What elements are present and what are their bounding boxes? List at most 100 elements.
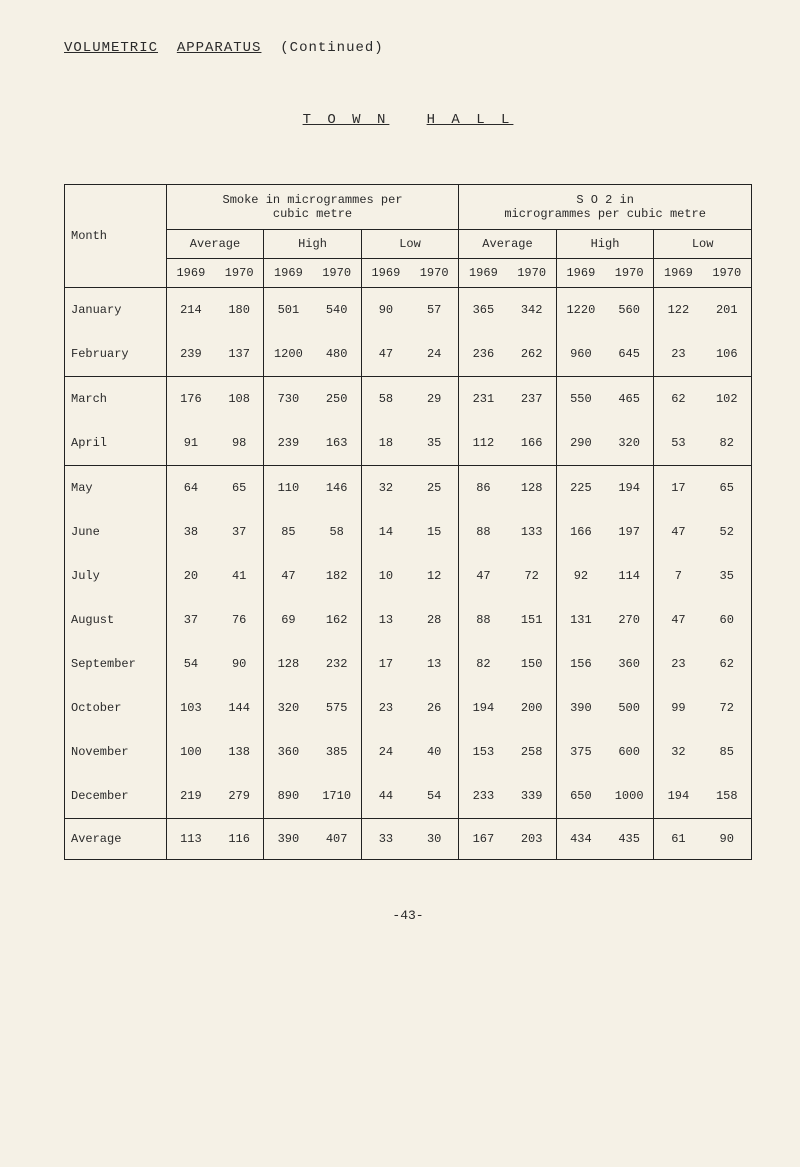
- row-month: May: [65, 466, 167, 511]
- cell: 110: [264, 466, 313, 511]
- yr: 1969: [361, 259, 410, 288]
- cell: 113: [166, 819, 215, 860]
- cell: 203: [508, 819, 557, 860]
- cell: 35: [703, 554, 752, 598]
- row-month: November: [65, 730, 167, 774]
- cell: 25: [410, 466, 459, 511]
- cell: 57: [410, 288, 459, 333]
- table-row: March176108730250582923123755046562102: [65, 377, 752, 422]
- yr: 1970: [215, 259, 264, 288]
- cell: 17: [361, 642, 410, 686]
- yr: 1970: [605, 259, 654, 288]
- cell: 82: [459, 642, 508, 686]
- cell: 176: [166, 377, 215, 422]
- cell: 730: [264, 377, 313, 422]
- table-row: January214180501540905736534212205601222…: [65, 288, 752, 333]
- row-month: June: [65, 510, 167, 554]
- cell: 194: [654, 774, 703, 819]
- cell: 72: [508, 554, 557, 598]
- cell: 88: [459, 598, 508, 642]
- cell: 54: [166, 642, 215, 686]
- cell: 270: [605, 598, 654, 642]
- cell: 262: [508, 332, 557, 377]
- cell: 600: [605, 730, 654, 774]
- section-title: T O W N H A L L: [64, 112, 752, 128]
- cell: 100: [166, 730, 215, 774]
- title-part-a: VOLUMETRIC: [64, 40, 158, 56]
- col-month: Month: [65, 185, 167, 288]
- cell: 385: [313, 730, 362, 774]
- cell: 62: [703, 642, 752, 686]
- table-row: February23913712004804724236262960645231…: [65, 332, 752, 377]
- page-number: -43-: [64, 908, 752, 923]
- cell: 23: [654, 332, 703, 377]
- col-low-l: Low: [361, 230, 459, 259]
- row-month: March: [65, 377, 167, 422]
- cell: 540: [313, 288, 362, 333]
- cell: 33: [361, 819, 410, 860]
- yr: 1970: [410, 259, 459, 288]
- cell: 69: [264, 598, 313, 642]
- cell: 112: [459, 421, 508, 466]
- cell: 290: [556, 421, 605, 466]
- table-row: May64651101463225861282251941765: [65, 466, 752, 511]
- cell: 40: [410, 730, 459, 774]
- col-avg-r: Average: [459, 230, 557, 259]
- cell: 44: [361, 774, 410, 819]
- cell: 26: [410, 686, 459, 730]
- row-month: September: [65, 642, 167, 686]
- cell: 14: [361, 510, 410, 554]
- table-row: August3776691621328881511312704760: [65, 598, 752, 642]
- cell: 32: [654, 730, 703, 774]
- table-row: September54901282321713821501563602362: [65, 642, 752, 686]
- col-low-r: Low: [654, 230, 752, 259]
- cell: 500: [605, 686, 654, 730]
- cell: 153: [459, 730, 508, 774]
- section-title-b: H A L L: [427, 112, 514, 128]
- row-month: January: [65, 288, 167, 333]
- cell: 35: [410, 421, 459, 466]
- cell: 76: [215, 598, 264, 642]
- cell: 38: [166, 510, 215, 554]
- cell: 90: [703, 819, 752, 860]
- table-row: December21927989017104454233339650100019…: [65, 774, 752, 819]
- cell: 47: [654, 510, 703, 554]
- cell: 435: [605, 819, 654, 860]
- cell: 258: [508, 730, 557, 774]
- cell: 365: [459, 288, 508, 333]
- cell: 162: [313, 598, 362, 642]
- cell: 52: [703, 510, 752, 554]
- cell: 85: [264, 510, 313, 554]
- cell: 407: [313, 819, 362, 860]
- cell: 98: [215, 421, 264, 466]
- cell: 339: [508, 774, 557, 819]
- cell: 7: [654, 554, 703, 598]
- cell: 65: [703, 466, 752, 511]
- cell: 72: [703, 686, 752, 730]
- cell: 13: [410, 642, 459, 686]
- cell: 91: [166, 421, 215, 466]
- row-month: December: [65, 774, 167, 819]
- cell: 23: [654, 642, 703, 686]
- cell: 32: [361, 466, 410, 511]
- col-high-r: High: [556, 230, 654, 259]
- cell: 434: [556, 819, 605, 860]
- cell: 29: [410, 377, 459, 422]
- table-row: November10013836038524401532583756003285: [65, 730, 752, 774]
- cell: 650: [556, 774, 605, 819]
- cell: 182: [313, 554, 362, 598]
- cell: 194: [459, 686, 508, 730]
- cell: 62: [654, 377, 703, 422]
- table-row: July2041471821012477292114735: [65, 554, 752, 598]
- cell: 122: [654, 288, 703, 333]
- cell: 28: [410, 598, 459, 642]
- cell: 197: [605, 510, 654, 554]
- cell: 144: [215, 686, 264, 730]
- col-avg-l: Average: [166, 230, 264, 259]
- cell: 131: [556, 598, 605, 642]
- cell: 960: [556, 332, 605, 377]
- cell: 225: [556, 466, 605, 511]
- cell: 138: [215, 730, 264, 774]
- yr: 1970: [703, 259, 752, 288]
- section-title-a: T O W N: [303, 112, 390, 128]
